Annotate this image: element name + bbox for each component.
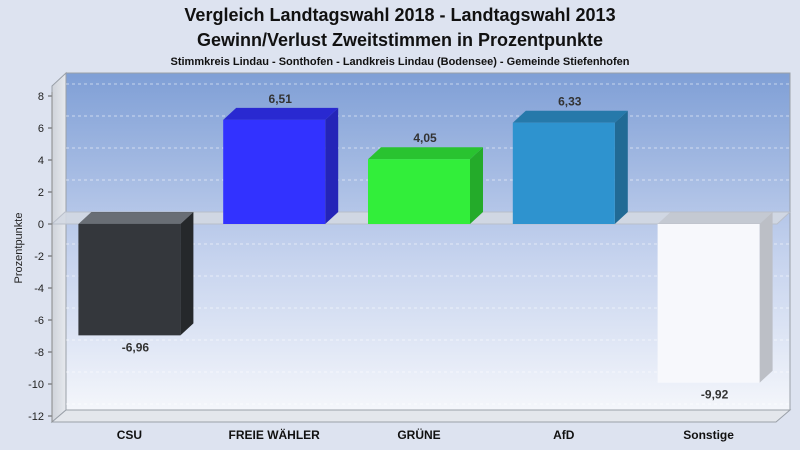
bar-top: [78, 212, 194, 224]
bar-top: [512, 110, 628, 123]
value-label: 6,51: [269, 92, 293, 106]
value-label: -6,96: [122, 340, 150, 354]
bar-freie-wähler: [223, 107, 339, 224]
y-tick-label: -8: [34, 347, 44, 359]
bar-top: [223, 107, 339, 120]
y-tick-label: 6: [38, 123, 44, 135]
category-label: CSU: [117, 428, 142, 442]
plot-floor: [50, 409, 792, 423]
y-axis: 8 6 4 2 0 -2 -4 -6 -8 -10 -12: [28, 91, 53, 423]
y-tick-label: 2: [38, 187, 44, 199]
category-label: Sonstige: [683, 428, 734, 442]
y-tick-label: 0: [38, 219, 44, 231]
category-label: AfD: [553, 428, 575, 442]
bar-top: [657, 212, 773, 224]
y-axis-label: Prozentpunkte: [13, 213, 25, 284]
y-tick-label: 4: [38, 155, 44, 167]
bar-grüne: [368, 147, 483, 224]
bar-front: [223, 119, 326, 224]
bar-csu: [78, 212, 194, 336]
chart-subtitle: Gewinn/Verlust Zweitstimmen in Prozentpu…: [197, 30, 603, 50]
bar-front: [657, 224, 760, 383]
bars: [78, 107, 773, 383]
plot-left-wall: [51, 71, 67, 424]
y-tick-label: -2: [34, 251, 44, 263]
bar-side: [470, 147, 483, 224]
chart-title: Vergleich Landtagswahl 2018 - Landtagswa…: [184, 5, 615, 25]
bar-sonstige: [657, 212, 773, 383]
y-tick-label: -6: [34, 315, 44, 327]
labels: -6,96 CSU 6,51 FREIE WÄHLER 4,05 GRÜNE 6,33 AfD…: [117, 92, 735, 442]
bar-top: [368, 147, 483, 160]
value-label: 6,33: [558, 95, 582, 109]
y-tick-label: -12: [28, 411, 44, 423]
category-label: FREIE WÄHLER: [229, 427, 321, 442]
category-label: GRÜNE: [397, 427, 440, 442]
bar-front: [78, 224, 181, 336]
value-label: -9,92: [701, 388, 729, 402]
bar-side: [325, 107, 339, 224]
bar-front: [512, 122, 615, 224]
bar-front: [368, 159, 470, 224]
bar-side: [759, 212, 773, 383]
y-tick-label: -10: [28, 379, 44, 391]
y-tick-label: 8: [38, 91, 44, 103]
value-label: 4,05: [413, 131, 437, 145]
y-tick-label: -4: [34, 283, 44, 295]
bar-side: [180, 212, 194, 336]
bar-afd: [512, 110, 628, 224]
bar-side: [614, 110, 628, 224]
chart-subtitle-region: Stimmkreis Lindau - Sonthofen - Landkrei…: [171, 56, 630, 68]
